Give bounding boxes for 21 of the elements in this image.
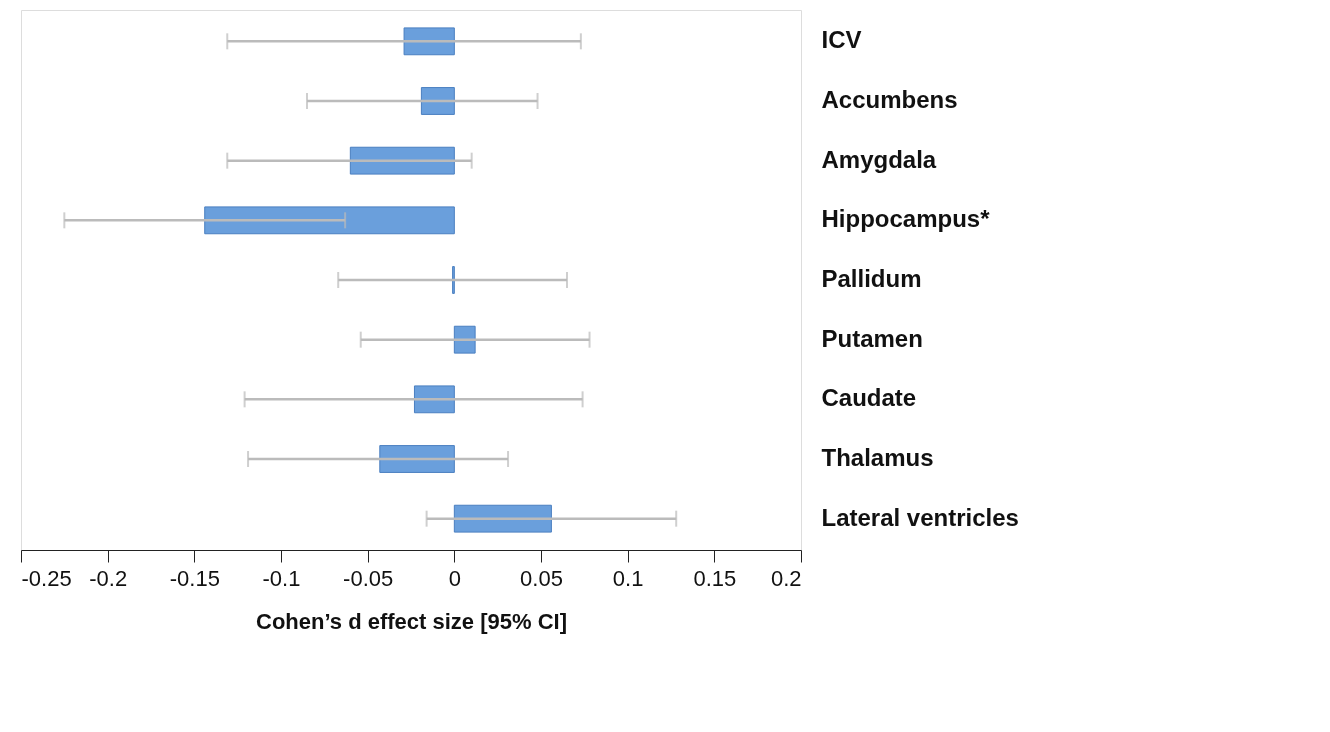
x-tick-label: 0.05: [520, 565, 563, 591]
y-tick-label: Caudate: [821, 384, 917, 412]
y-tick-label: ICV: [821, 26, 862, 54]
x-axis-title: Cohen’s d effect size [95% CI]: [256, 608, 567, 634]
y-tick-label: Pallidum: [821, 265, 922, 292]
x-tick-label: -0.05: [343, 565, 394, 591]
x-tick-label: -0.15: [169, 565, 220, 591]
x-tick-label: 0: [448, 565, 461, 591]
x-tick-label: 0.15: [693, 565, 737, 591]
x-tick-label: 0.2: [770, 565, 802, 591]
x-tick-label: -0.1: [262, 565, 301, 591]
y-tick-label: Accumbens: [821, 85, 958, 113]
x-tick-label: 0.1: [612, 565, 644, 591]
y-tick-label: Hippocampus*: [821, 205, 991, 233]
x-tick-label: -0.25: [21, 565, 72, 591]
x-tick-label: -0.2: [89, 565, 128, 591]
y-tick-label: Thalamus: [821, 444, 934, 472]
y-tick-label: Lateral ventricles: [821, 503, 1019, 531]
y-tick-label: Amygdala: [821, 145, 937, 173]
bar: [204, 206, 455, 235]
y-tick-label: Putamen: [821, 324, 923, 352]
